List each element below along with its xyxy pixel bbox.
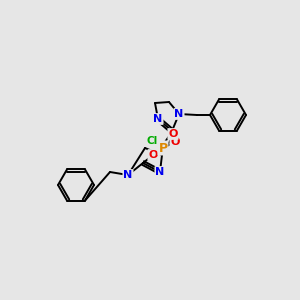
Text: O: O	[148, 150, 158, 160]
Text: N: N	[153, 114, 163, 124]
Text: Cl: Cl	[146, 136, 158, 146]
Text: P: P	[158, 142, 168, 154]
Text: O: O	[168, 129, 178, 139]
Text: N: N	[155, 167, 165, 177]
Text: O: O	[170, 137, 180, 147]
Text: N: N	[174, 109, 184, 119]
Text: N: N	[123, 170, 133, 180]
